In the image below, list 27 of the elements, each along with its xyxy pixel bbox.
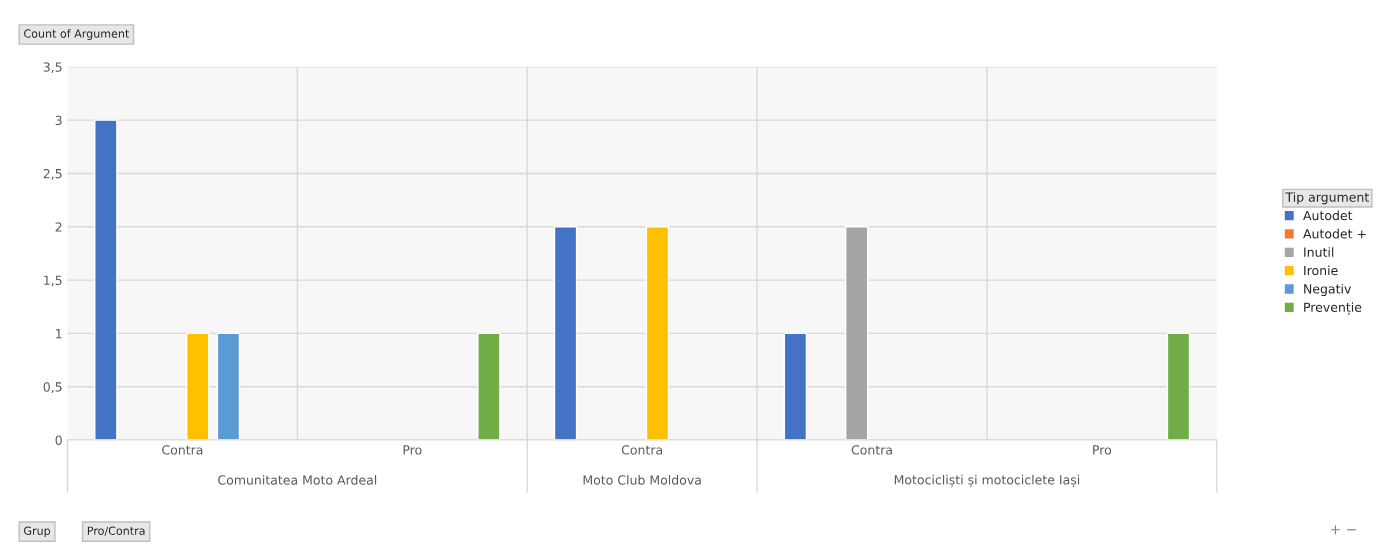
y-tick-label: 3 xyxy=(55,115,62,126)
text: + − xyxy=(1331,525,1356,535)
y-tick-label: 0 xyxy=(55,435,62,445)
text: Pro/Contra xyxy=(87,526,145,536)
y-tick-label: 1 xyxy=(56,329,62,339)
legend-label: Autodet xyxy=(1303,210,1353,221)
y-tick-label: 2,5 xyxy=(43,168,62,180)
legend-label: Inutil xyxy=(1304,247,1334,257)
legend-label: Negativ xyxy=(1304,283,1352,296)
x-tick-label: Contra xyxy=(851,445,892,455)
legend-label: Autodet + xyxy=(1303,228,1366,239)
legend-label: Ironie xyxy=(1304,265,1338,276)
text: Grup xyxy=(24,526,51,538)
x-tick-label: Contra xyxy=(621,445,663,455)
text: Comunitatea Moto Ardeal xyxy=(218,475,377,485)
legend-title: Tip argument xyxy=(1285,192,1369,205)
x-tick-label: Contra xyxy=(162,445,203,455)
text: Count of Argument xyxy=(24,29,130,40)
legend-label: Prevenție xyxy=(1304,302,1362,315)
x-tick-label: Pro xyxy=(403,445,422,455)
y-tick-label: 2 xyxy=(55,222,62,232)
text: Moto Club Moldova xyxy=(583,475,701,485)
text: Motocicliști și motociclete Iași xyxy=(894,474,1080,488)
x-tick-label: Pro xyxy=(1093,445,1112,455)
y-tick-label: 0,5 xyxy=(43,382,62,393)
y-tick-label: 1,5 xyxy=(44,275,62,287)
y-tick-label: 3,5 xyxy=(43,62,62,74)
